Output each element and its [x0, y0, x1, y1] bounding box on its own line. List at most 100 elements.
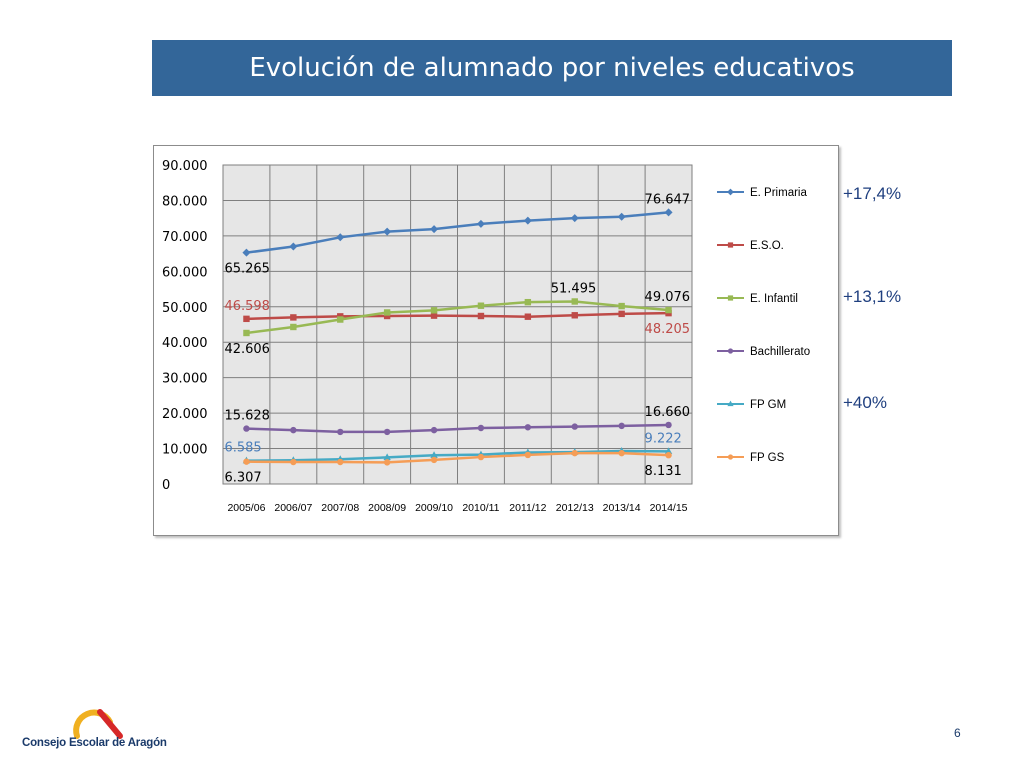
y-tick-label: 70.000	[162, 230, 208, 245]
x-tick-label: 2006/07	[274, 502, 312, 514]
data-label: 6.307	[224, 471, 261, 486]
data-label: 8.131	[645, 464, 682, 479]
data-point-0	[430, 225, 439, 234]
data-point-4	[664, 447, 673, 455]
data-point-2	[524, 298, 532, 306]
data-point-2	[383, 309, 391, 316]
data-point-3	[383, 428, 391, 436]
percent-note-eso: +13,1%	[843, 287, 902, 306]
data-point-3	[665, 421, 672, 429]
legend-label: E. Primaria	[750, 187, 807, 199]
data-point-0	[664, 208, 673, 217]
data-point-2	[290, 323, 297, 331]
series-line-2	[246, 300, 669, 335]
data-point-3	[524, 424, 532, 431]
y-tick-label: 10.000	[162, 443, 208, 458]
series-line-5	[246, 451, 669, 464]
data-label: 76.647	[645, 192, 691, 207]
data-point-5	[290, 458, 297, 466]
data-point-0	[289, 242, 298, 251]
x-tick-label: 2011/12	[509, 502, 546, 514]
y-tick-label: 20.000	[162, 407, 208, 422]
data-point-3	[243, 425, 250, 432]
percent-note-bachillerato: +40%	[843, 393, 887, 412]
data-point-2	[618, 302, 625, 310]
data-label: 51.495	[551, 281, 597, 296]
data-point-0	[336, 233, 345, 242]
series-line-0	[246, 211, 669, 254]
data-point-3	[290, 426, 297, 434]
data-point-0	[523, 216, 532, 225]
data-label: 16.660	[645, 405, 691, 420]
x-tick-label: 2014/15	[650, 502, 688, 514]
legend-marker	[727, 242, 734, 248]
x-tick-label: 2007/08	[321, 502, 359, 514]
data-label: 49.076	[645, 290, 691, 305]
data-point-5	[337, 458, 344, 466]
x-tick-label: 2009/10	[415, 502, 453, 514]
y-tick-label: 0	[162, 478, 170, 493]
data-point-3	[430, 426, 438, 434]
data-label: 9.222	[645, 431, 682, 446]
data-point-0	[617, 212, 626, 221]
data-point-0	[242, 248, 251, 257]
data-point-4	[430, 451, 438, 458]
data-point-1	[290, 314, 297, 321]
y-tick-label: 80.000	[162, 194, 208, 209]
y-tick-label: 60.000	[162, 265, 208, 280]
y-tick-label: 30.000	[162, 372, 208, 387]
legend-marker	[727, 188, 734, 196]
data-point-1	[524, 313, 532, 320]
data-label: 6.585	[224, 441, 261, 456]
data-point-5	[618, 449, 625, 457]
data-label: 46.598	[224, 299, 270, 314]
data-point-1	[477, 312, 485, 320]
legend-marker	[727, 348, 734, 354]
x-tick-label: 2013/14	[603, 502, 641, 514]
data-point-1	[383, 312, 391, 320]
data-point-5	[477, 453, 485, 461]
series-line-1	[246, 311, 669, 321]
line-chart: 0 10.000 20.000 30.000 40.000 50.000 60.000 70.…	[162, 159, 810, 514]
data-point-3	[618, 422, 625, 430]
data-point-0	[383, 227, 392, 236]
page-title: Evolución de alumnado por niveles educat…	[152, 40, 952, 96]
chart-frame: 0 10.000 20.000 30.000 40.000 50.000 60.000 70.…	[153, 145, 839, 536]
consejo-logo-icon	[73, 709, 123, 739]
data-point-1	[618, 310, 625, 318]
data-label: 65.265	[224, 262, 270, 277]
data-point-5	[430, 456, 438, 464]
data-point-3	[571, 423, 578, 430]
data-label: 15.628	[224, 409, 270, 424]
data-point-0	[476, 219, 485, 228]
data-label: 48.205	[645, 322, 691, 337]
legend-marker	[727, 454, 734, 460]
x-tick-label: 2008/09	[368, 502, 406, 514]
data-point-5	[383, 459, 391, 466]
data-point-5	[524, 451, 532, 459]
data-point-2	[243, 329, 250, 337]
legend-label: FP GM	[750, 399, 786, 411]
data-point-5	[665, 451, 672, 459]
data-point-2	[665, 306, 672, 314]
y-tick-label: 50.000	[162, 301, 208, 316]
data-point-1	[571, 312, 578, 319]
data-point-2	[430, 307, 438, 314]
data-point-1	[243, 315, 250, 323]
x-tick-label: 2005/06	[227, 502, 265, 514]
data-point-1	[430, 312, 438, 319]
legend-marker	[727, 295, 734, 301]
x-tick-label: 2012/13	[556, 502, 594, 514]
data-label: 42.606	[224, 342, 270, 357]
legend-label: Bachillerato	[750, 346, 810, 358]
data-point-2	[337, 316, 344, 323]
data-point-5	[243, 458, 250, 465]
data-point-3	[337, 428, 344, 436]
legend-label: E. Infantil	[750, 293, 798, 305]
x-tick-label: 2010/11	[462, 502, 499, 514]
legend-label: E.S.O.	[750, 240, 784, 252]
data-point-3	[477, 424, 485, 432]
y-tick-label: 90.000	[162, 159, 208, 174]
series-line-4	[246, 449, 669, 462]
data-point-2	[571, 298, 578, 305]
